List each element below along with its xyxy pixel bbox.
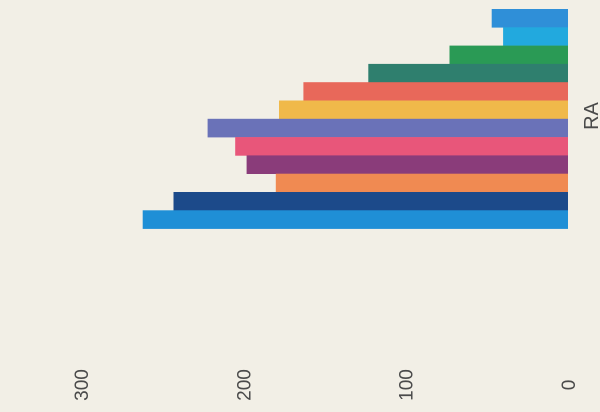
bar-7 xyxy=(207,118,568,138)
x-tick-label: 100 xyxy=(397,369,418,401)
bar-4 xyxy=(368,63,568,83)
x-tick-label: 300 xyxy=(72,369,93,401)
bars-group xyxy=(142,9,568,229)
bar-5 xyxy=(303,82,568,101)
x-axis-ticks: 0 100 200 300 xyxy=(72,369,580,401)
bar-6 xyxy=(279,100,568,120)
bar-8 xyxy=(235,137,568,156)
bar-3 xyxy=(449,45,568,65)
x-tick-label: 200 xyxy=(234,369,255,401)
bar-12 xyxy=(142,210,568,229)
category-label: RA xyxy=(581,101,600,129)
bar-9 xyxy=(246,155,568,174)
x-tick-label: 0 xyxy=(559,380,580,391)
bar-11 xyxy=(173,192,568,211)
bar-2 xyxy=(503,27,568,46)
bar-10 xyxy=(275,173,568,193)
bar-1 xyxy=(491,9,568,28)
